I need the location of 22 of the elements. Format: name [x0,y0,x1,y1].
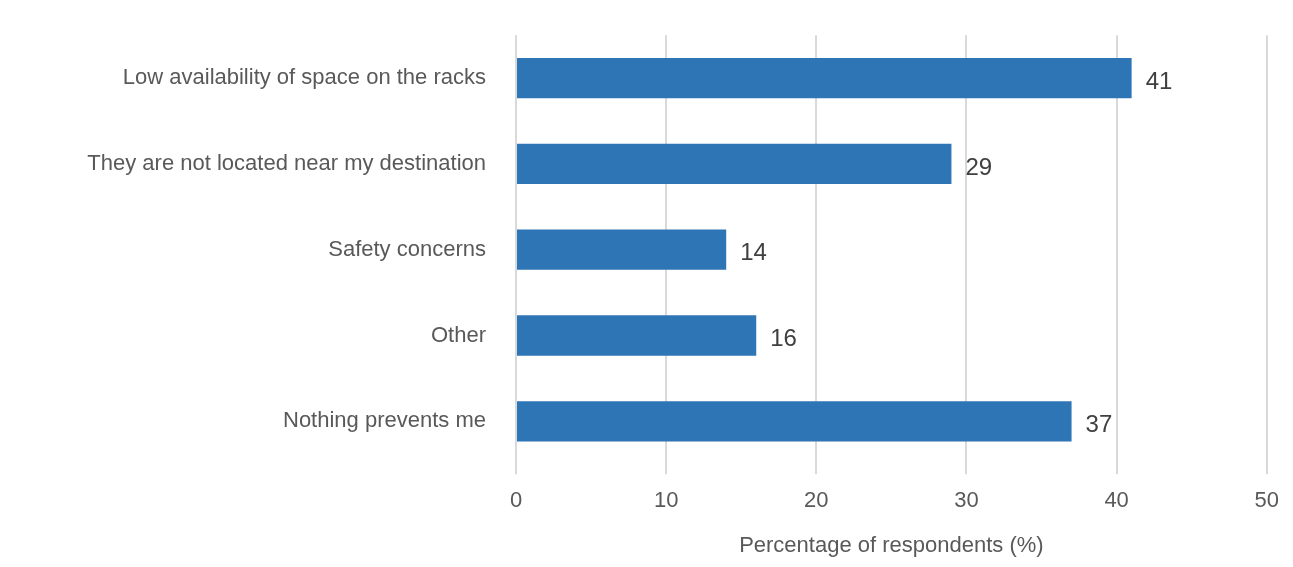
data-label: 37 [1085,409,1113,437]
bar [517,143,952,185]
data-label: 41 [1145,66,1173,94]
bar [517,57,1132,99]
y-tick-label: Safety concerns [328,235,486,261]
y-tick-label: Other [430,321,486,347]
bar [517,401,1072,442]
x-tick-label: 0 [509,487,523,513]
y-tick-label: Low availability of space on the racks [122,64,486,90]
bar [517,229,727,270]
x-tick-label: 40 [1104,487,1129,513]
x-tick-label: 30 [954,487,979,513]
data-label: 16 [770,324,797,352]
y-tick-label: Nothing prevents me [283,407,486,433]
data-label: 14 [740,238,767,266]
x-tick-label: 20 [804,487,829,513]
x-tick-label: 50 [1254,487,1280,513]
x-tick-label: 10 [653,487,679,513]
bar [517,315,757,356]
y-tick-label: They are not located near my destination [87,149,486,175]
data-label: 29 [965,152,993,180]
x-axis-title: Percentage of respondents (%) [739,531,1044,557]
